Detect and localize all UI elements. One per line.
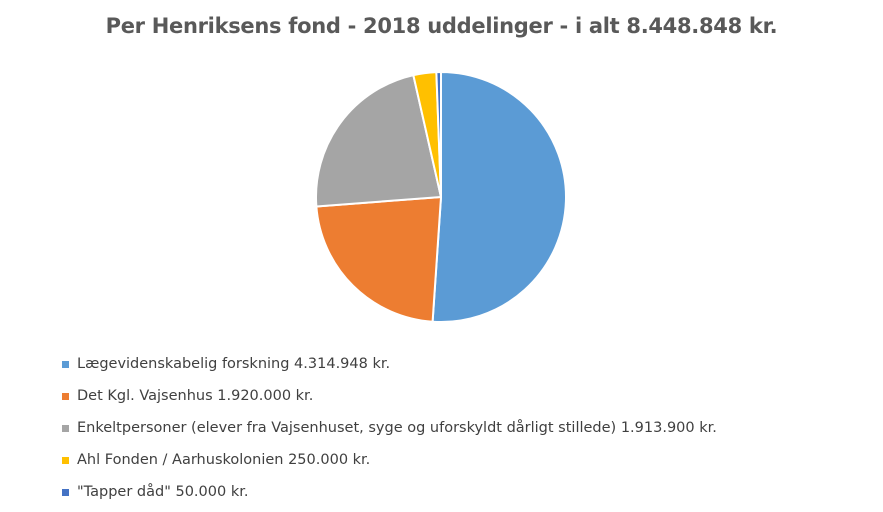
legend-label: Det Kgl. Vajsenhus 1.920.000 kr.	[77, 388, 314, 404]
legend-swatch	[62, 360, 69, 368]
legend-swatch	[62, 456, 69, 464]
legend-item-3: Ahl Fonden / Aarhuskolonien 250.000 kr.	[62, 444, 717, 476]
legend-item-4: "Tapper dåd" 50.000 kr.	[62, 476, 717, 508]
pie-chart	[315, 71, 567, 323]
legend-label: "Tapper dåd" 50.000 kr.	[77, 484, 249, 500]
legend-swatch	[62, 424, 69, 432]
pie-slice-4	[435, 71, 442, 198]
legend-swatch	[62, 392, 69, 400]
legend-label: Ahl Fonden / Aarhuskolonien 250.000 kr.	[77, 452, 371, 468]
pie-slice-0	[431, 71, 567, 323]
legend-item-0: Lægevidenskabelig forskning 4.314.948 kr…	[62, 348, 717, 380]
legend-label: Lægevidenskabelig forskning 4.314.948 kr…	[77, 356, 391, 372]
chart-title: Per Henriksens fond - 2018 uddelinger - …	[105, 14, 778, 38]
legend-label: Enkeltpersoner (elever fra Vajsenhuset, …	[77, 420, 717, 436]
legend-item-2: Enkeltpersoner (elever fra Vajsenhuset, …	[62, 412, 717, 444]
pie-slice-2	[315, 74, 442, 208]
pie-slice-1	[315, 196, 442, 323]
legend-swatch	[62, 488, 69, 496]
chart-legend: Lægevidenskabelig forskning 4.314.948 kr…	[62, 348, 717, 508]
legend-item-1: Det Kgl. Vajsenhus 1.920.000 kr.	[62, 380, 717, 412]
